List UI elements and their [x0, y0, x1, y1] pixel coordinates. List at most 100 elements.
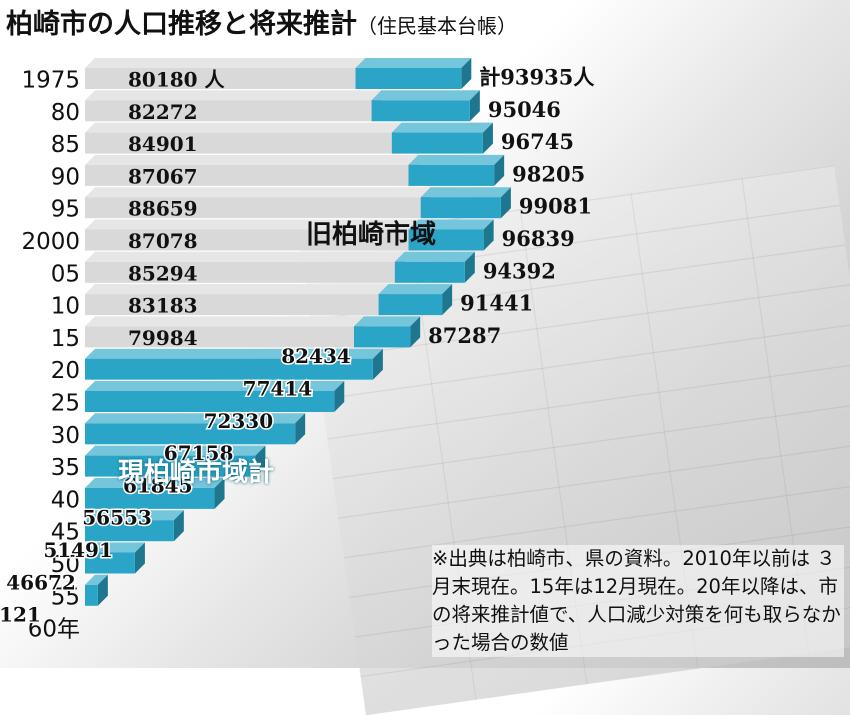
new-value-label-17: 42121	[0, 603, 41, 627]
category-label-10: 25	[51, 391, 80, 417]
bar-old-6	[85, 261, 395, 283]
new-value-label-9: 82434	[281, 344, 351, 368]
new-value-label-14: 56553	[82, 506, 152, 530]
region-new-label: 現柏崎市域計	[118, 458, 275, 488]
new-value-label-13: 61845	[123, 473, 193, 497]
category-label-3: 90	[51, 164, 80, 190]
new-value-label-10: 77414	[243, 377, 313, 401]
category-label-0: 1975	[21, 68, 80, 94]
total-value-label-6: 94392	[483, 258, 556, 283]
category-label-16: 55	[51, 584, 80, 610]
region-old-label: 旧柏崎市域	[306, 220, 437, 250]
population-chart: 1975 80180 人 計93935人 80 82272 95046 85 84901 967…	[0, 58, 594, 643]
bar-new-16-top	[85, 574, 108, 585]
bar-old-4	[85, 197, 421, 219]
category-label-7: 10	[51, 294, 80, 320]
total-value-label-7: 91441	[460, 291, 533, 316]
bar-total-0-side	[461, 58, 472, 89]
bar-old-6-top	[85, 251, 405, 262]
bar-total-7-top	[378, 284, 453, 295]
category-label-11: 30	[51, 423, 80, 449]
bar-total-0-top	[355, 58, 472, 68]
category-label-5: 2000	[21, 229, 80, 255]
total-value-label-3: 98205	[512, 161, 585, 186]
bar-total-1-top	[371, 90, 480, 101]
new-value-label-11: 72330	[204, 409, 274, 433]
bar-old-3	[85, 164, 409, 186]
bar-old-1	[85, 100, 372, 122]
total-value-label-8: 87287	[428, 323, 501, 348]
bar-new-12	[85, 455, 256, 477]
bar-new-11-top	[85, 413, 306, 424]
total-value-label-4: 99081	[519, 194, 592, 219]
bar-total-5	[408, 229, 484, 251]
bar-new-10-side	[334, 381, 345, 412]
bar-old-3-top	[85, 154, 419, 165]
bar-old-8	[85, 326, 355, 348]
category-label-12: 35	[51, 455, 80, 481]
bar-total-6	[394, 261, 465, 283]
old-value-label-8: 79984	[128, 326, 198, 350]
bar-total-2-top	[391, 122, 493, 133]
bar-new-12-top	[85, 445, 266, 456]
bar-new-9-top	[85, 348, 383, 359]
category-label-15: 50	[51, 552, 80, 578]
bar-old-5	[85, 229, 409, 251]
bar-old-0-top	[85, 58, 366, 68]
bar-total-4	[420, 197, 501, 219]
bar-new-9-side	[372, 348, 383, 380]
bar-old-4-top	[85, 187, 431, 198]
bar-new-11-side	[295, 413, 306, 445]
old-value-label-1: 82272	[128, 100, 198, 124]
category-label-9: 20	[51, 358, 80, 384]
bar-new-13-side	[214, 477, 225, 509]
bar-total-6-side	[464, 251, 475, 283]
bar-total-2-side	[482, 122, 493, 154]
chart-title: 柏崎市の人口推移と将来推計（住民基本台帳）	[6, 2, 517, 41]
old-value-label-2: 84901	[128, 132, 198, 156]
new-value-label-15: 51491	[43, 538, 113, 562]
bar-total-5-top	[408, 219, 494, 230]
bar-total-1	[371, 100, 470, 122]
bar-total-8	[354, 326, 411, 348]
bar-total-4-side	[500, 187, 511, 219]
bar-new-14-side	[173, 510, 184, 542]
category-label-17: 60年	[28, 617, 80, 643]
bar-total-2	[391, 132, 483, 154]
bar-new-14	[85, 520, 174, 542]
total-value-label-2: 96745	[501, 129, 574, 154]
total-value-label-5: 96839	[502, 226, 575, 251]
bar-new-12-side	[255, 445, 266, 477]
bar-old-7-top	[85, 284, 389, 295]
bar-total-3	[408, 164, 495, 186]
old-value-label-4: 88659	[128, 197, 198, 221]
bar-new-15-side	[134, 542, 145, 574]
bar-old-7	[85, 294, 379, 316]
old-value-label-3: 87067	[128, 164, 198, 188]
category-label-6: 05	[51, 261, 80, 287]
bar-new-13-top	[85, 477, 225, 488]
category-label-2: 85	[51, 132, 80, 158]
bar-new-11	[85, 423, 296, 445]
bar-old-0	[85, 68, 356, 89]
bar-total-5-side	[483, 219, 494, 251]
bar-new-15	[85, 552, 135, 574]
bar-old-2	[85, 132, 392, 154]
category-label-8: 15	[51, 326, 80, 352]
old-value-label-7: 83183	[128, 294, 198, 318]
bar-total-7-side	[442, 284, 453, 316]
new-value-label-16: 46672	[6, 570, 76, 594]
source-note: ※出典は柏崎市、県の資料。2010年以前は ３ 月末現在。15年は12月現在。2…	[432, 545, 844, 657]
old-value-label-5: 87078	[128, 229, 198, 253]
bar-new-14-top	[85, 510, 184, 521]
bar-new-13	[85, 487, 215, 509]
bar-total-8-side	[410, 316, 421, 348]
bar-new-15-top	[85, 542, 145, 553]
bar-new-16	[85, 584, 98, 606]
title-text: 柏崎市の人口推移と将来推計	[6, 9, 357, 40]
total-value-label-0: 計93935人	[479, 65, 594, 90]
bar-old-8-top	[85, 316, 365, 327]
total-value-label-1: 95046	[488, 97, 561, 122]
bar-new-10	[85, 391, 335, 412]
bar-total-0	[355, 68, 462, 89]
